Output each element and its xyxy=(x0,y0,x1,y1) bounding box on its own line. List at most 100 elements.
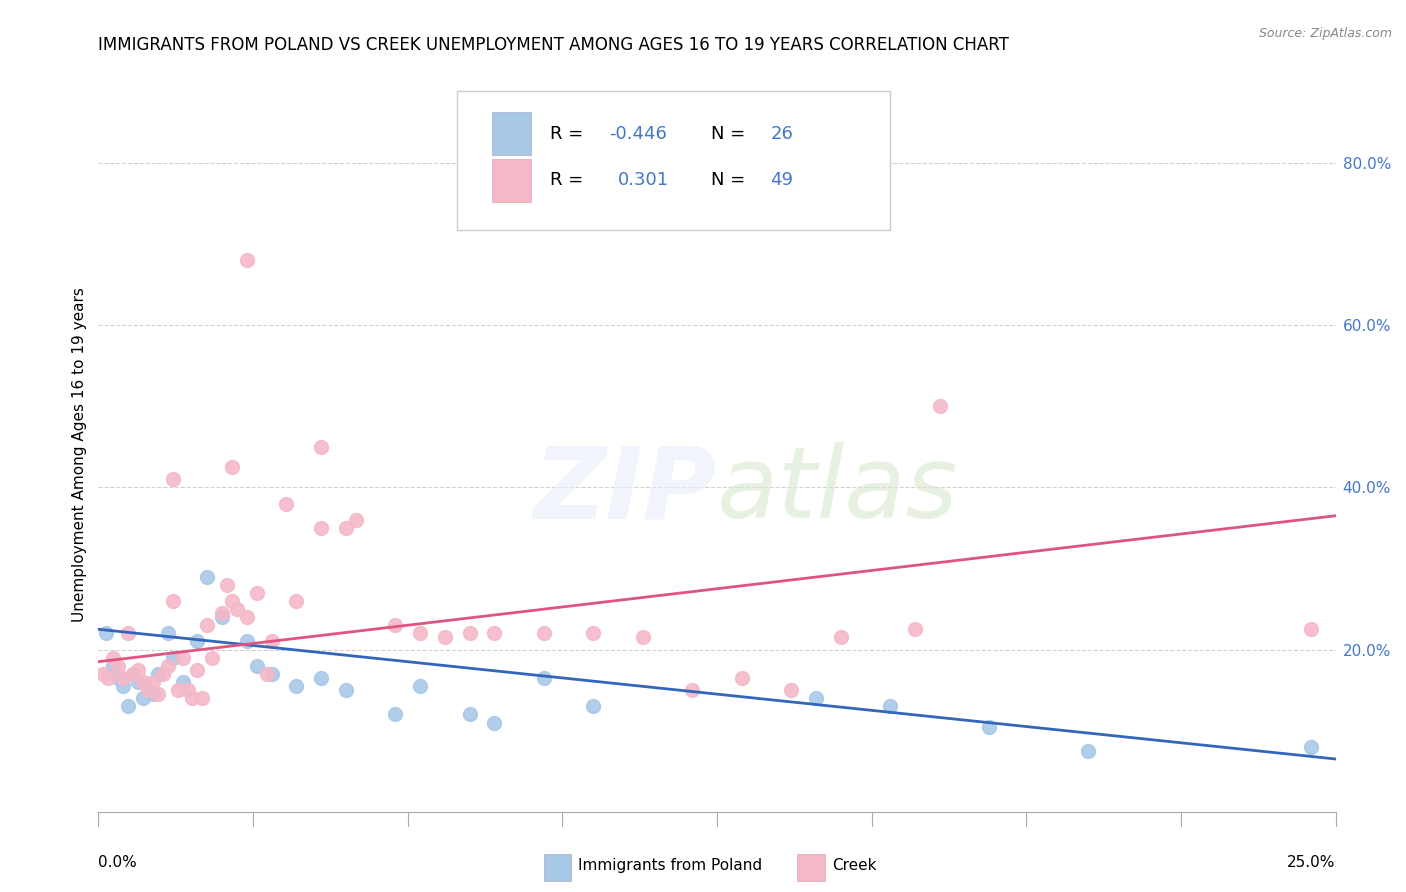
FancyBboxPatch shape xyxy=(797,854,825,881)
Point xyxy=(221,594,243,608)
Point xyxy=(335,521,357,535)
Text: -0.446: -0.446 xyxy=(609,125,668,143)
Text: 49: 49 xyxy=(770,171,793,189)
Point xyxy=(112,679,135,693)
Point xyxy=(97,671,120,685)
Text: 0.301: 0.301 xyxy=(619,171,669,189)
Point xyxy=(780,683,803,698)
Point xyxy=(156,626,179,640)
Text: N =: N = xyxy=(711,125,751,143)
Point xyxy=(107,658,129,673)
Point xyxy=(127,675,149,690)
Point xyxy=(103,650,125,665)
Point xyxy=(879,699,901,714)
Point xyxy=(309,440,332,454)
Point xyxy=(146,687,169,701)
Point xyxy=(384,707,406,722)
Point xyxy=(979,720,1001,734)
Point xyxy=(211,610,233,624)
Point xyxy=(285,594,308,608)
Point xyxy=(335,683,357,698)
Point xyxy=(582,699,605,714)
Point xyxy=(162,594,184,608)
Text: N =: N = xyxy=(711,171,751,189)
Point xyxy=(195,618,218,632)
Text: 25.0%: 25.0% xyxy=(1288,855,1336,870)
Point xyxy=(533,626,555,640)
Point xyxy=(246,586,269,600)
Text: 0.0%: 0.0% xyxy=(98,855,138,870)
Point xyxy=(236,253,259,268)
Point xyxy=(186,663,208,677)
Point xyxy=(582,626,605,640)
Point xyxy=(256,666,278,681)
Text: Immigrants from Poland: Immigrants from Poland xyxy=(578,858,762,872)
FancyBboxPatch shape xyxy=(457,91,890,230)
Point xyxy=(103,658,125,673)
Point xyxy=(433,631,456,645)
Point xyxy=(127,663,149,677)
Point xyxy=(162,650,184,665)
Point xyxy=(236,610,259,624)
Point xyxy=(484,626,506,640)
Point xyxy=(804,691,827,706)
Point xyxy=(122,666,145,681)
Point xyxy=(172,675,194,690)
FancyBboxPatch shape xyxy=(544,854,571,881)
Point xyxy=(276,497,298,511)
Point xyxy=(132,675,155,690)
Point xyxy=(142,687,165,701)
Point xyxy=(731,671,754,685)
FancyBboxPatch shape xyxy=(492,159,531,202)
Point xyxy=(226,602,249,616)
Text: Creek: Creek xyxy=(832,858,876,872)
Point xyxy=(1299,622,1322,636)
Point xyxy=(191,691,214,706)
Point xyxy=(146,666,169,681)
Point xyxy=(1299,739,1322,754)
Point xyxy=(830,631,852,645)
Point xyxy=(458,707,481,722)
Point xyxy=(152,666,174,681)
Point xyxy=(195,569,218,583)
Point xyxy=(122,666,145,681)
Point xyxy=(201,650,224,665)
Y-axis label: Unemployment Among Ages 16 to 19 years: Unemployment Among Ages 16 to 19 years xyxy=(72,287,87,623)
Point xyxy=(136,683,159,698)
Text: ZIP: ZIP xyxy=(534,442,717,539)
Point xyxy=(928,399,950,413)
Text: Source: ZipAtlas.com: Source: ZipAtlas.com xyxy=(1258,27,1392,40)
Text: R =: R = xyxy=(550,171,595,189)
Point xyxy=(631,631,654,645)
Point xyxy=(156,658,179,673)
Point xyxy=(1077,744,1099,758)
Point xyxy=(176,683,198,698)
Point xyxy=(217,577,239,591)
Point xyxy=(409,626,432,640)
Point xyxy=(186,634,208,648)
Point xyxy=(309,671,332,685)
Text: IMMIGRANTS FROM POLAND VS CREEK UNEMPLOYMENT AMONG AGES 16 TO 19 YEARS CORRELATI: IMMIGRANTS FROM POLAND VS CREEK UNEMPLOY… xyxy=(98,36,1010,54)
Point xyxy=(236,634,259,648)
Point xyxy=(94,626,117,640)
Point xyxy=(260,666,283,681)
Point xyxy=(132,691,155,706)
Point xyxy=(681,683,703,698)
Point xyxy=(162,472,184,486)
Point xyxy=(117,626,139,640)
Point xyxy=(221,460,243,475)
Text: atlas: atlas xyxy=(717,442,959,539)
Point xyxy=(309,521,332,535)
Point xyxy=(172,650,194,665)
Point xyxy=(246,658,269,673)
Point xyxy=(181,691,204,706)
Point xyxy=(112,671,135,685)
Point xyxy=(458,626,481,640)
Point xyxy=(344,513,367,527)
Point xyxy=(285,679,308,693)
Point xyxy=(384,618,406,632)
Point xyxy=(117,699,139,714)
Point xyxy=(166,683,188,698)
FancyBboxPatch shape xyxy=(492,112,531,155)
Point xyxy=(484,715,506,730)
